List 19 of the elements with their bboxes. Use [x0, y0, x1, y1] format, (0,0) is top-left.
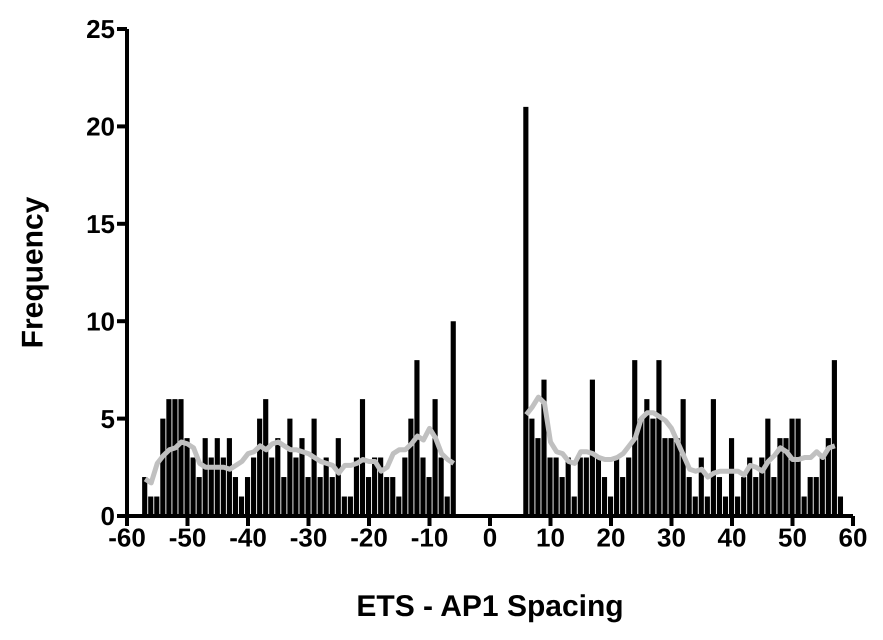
x-tick-label: 20	[596, 522, 626, 552]
x-tick-label: -20	[350, 522, 388, 552]
x-tick-label: 30	[657, 522, 686, 552]
x-tick-label: 40	[718, 522, 746, 552]
y-tick-label: 20	[86, 112, 115, 142]
x-tick-label: 60	[838, 522, 868, 552]
y-axis-title: Frequency	[16, 196, 50, 348]
y-tick-label: 15	[86, 209, 115, 240]
x-tick-label: -50	[168, 522, 206, 552]
x-tick-label: 0	[482, 522, 498, 552]
x-tick-label: -10	[410, 522, 448, 552]
x-tick-label: 10	[536, 522, 565, 552]
x-axis-title: ETS - AP1 Spacing	[356, 590, 624, 623]
y-tick-label: 5	[100, 404, 115, 434]
x-tick-label: -30	[290, 522, 328, 552]
y-tick-label: 25	[86, 14, 115, 44]
x-tick-label: 50	[778, 522, 807, 552]
x-tick-label: -40	[229, 522, 267, 552]
y-tick-label: 10	[86, 306, 115, 336]
